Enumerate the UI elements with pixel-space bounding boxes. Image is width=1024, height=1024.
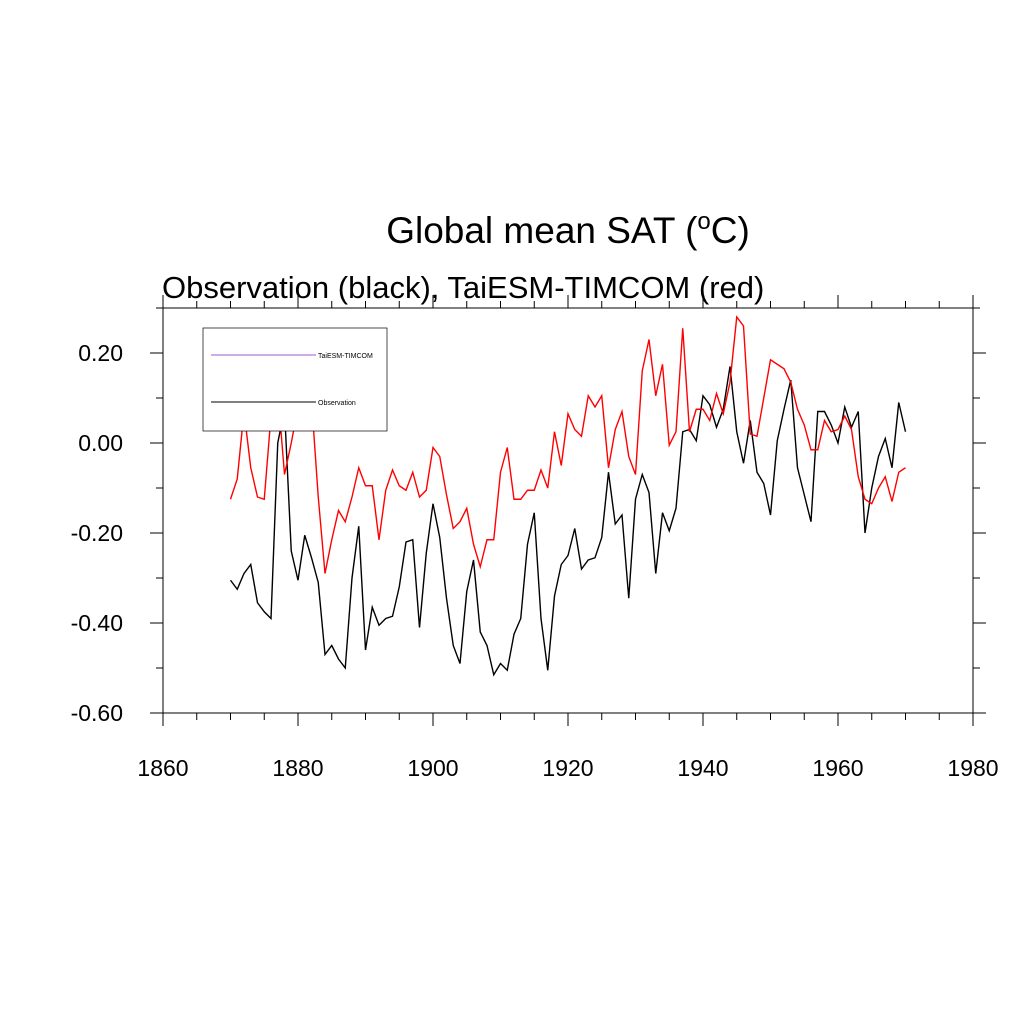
- legend: TaiESM-TIMCOM Observation: [202, 327, 388, 432]
- x-tick-label: 1920: [542, 755, 593, 781]
- chart-subtitle: Observation (black), TaiESM-TIMCOM (red): [162, 270, 764, 305]
- chart-title-main: Global mean SAT (: [386, 210, 698, 251]
- x-tick-label: 1900: [407, 755, 458, 781]
- legend-label-observation: Observation: [318, 400, 356, 407]
- y-tick-label: -0.20: [71, 520, 123, 546]
- x-tick-label: 1940: [677, 755, 728, 781]
- legend-label-taiesm: TaiESM-TIMCOM: [318, 353, 373, 360]
- y-tick-label: 0.20: [78, 340, 123, 366]
- x-tick-label: 1960: [812, 755, 863, 781]
- x-tick-label: 1860: [137, 755, 188, 781]
- y-tick-label: 0.00: [78, 430, 123, 456]
- y-tick-label: -0.40: [71, 610, 123, 636]
- plot-area: 1860 1880 1900 1920 1940 1960 1980 -0.60 -0.40 -0…: [71, 295, 999, 781]
- y-tick-label: -0.60: [71, 700, 123, 726]
- x-tick-label: 1980: [947, 755, 998, 781]
- chart-title-unit: C): [711, 210, 750, 251]
- chart-title-superscript: o: [697, 208, 710, 235]
- series-line-taiesm-timcom: [229, 315, 906, 574]
- legend-box: [202, 327, 388, 432]
- series-line-observation: [229, 366, 907, 677]
- x-tick-label: 1880: [272, 755, 323, 781]
- chart-title: Global mean SAT (oC): [386, 208, 750, 251]
